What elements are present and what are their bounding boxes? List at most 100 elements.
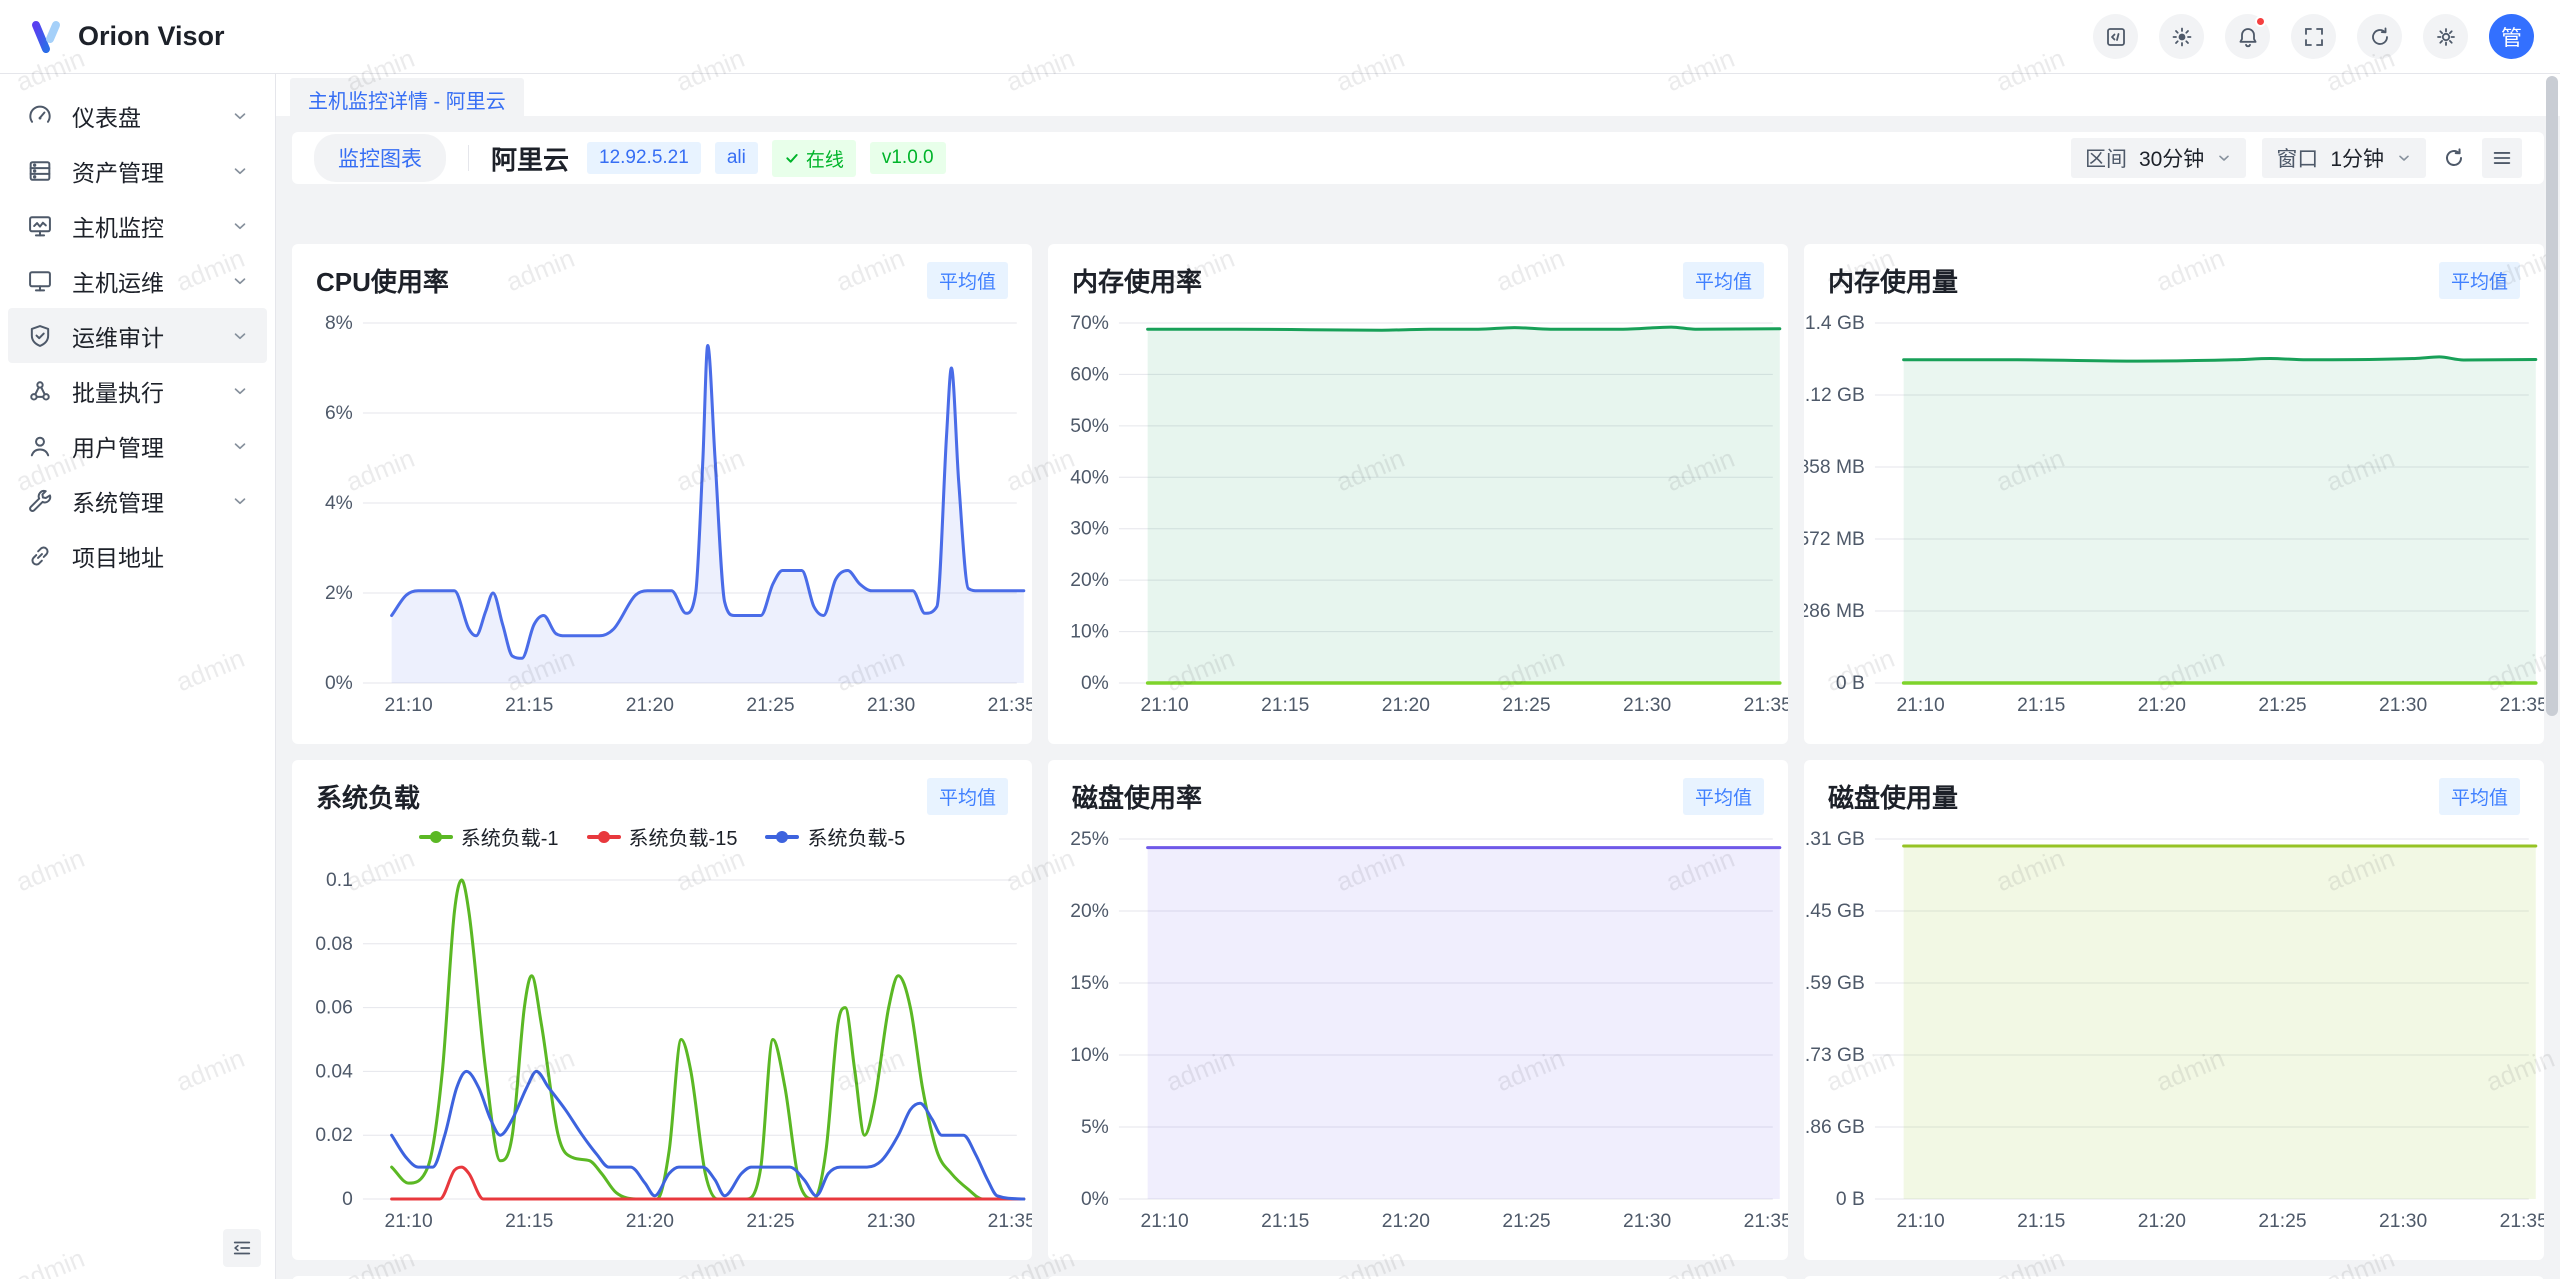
sidebar: 仪表盘资产管理主机监控主机运维运维审计批量执行用户管理系统管理项目地址: [0, 74, 276, 1279]
svg-text:21:30: 21:30: [1623, 1211, 1671, 1232]
chevron-down-icon: [231, 107, 249, 125]
svg-text:0.1: 0.1: [326, 870, 353, 891]
svg-text:1.86 GB: 1.86 GB: [1804, 1117, 1865, 1138]
svg-text:21:30: 21:30: [867, 1211, 915, 1232]
interval-value: 30分钟: [2139, 143, 2204, 173]
scrollbar-thumb[interactable]: [2546, 76, 2558, 716]
legend-item[interactable]: 系统负载-1: [419, 822, 559, 851]
svg-text:21:15: 21:15: [1261, 1211, 1309, 1232]
theme-sun-icon[interactable]: [2159, 14, 2204, 59]
dashboard-icon: [26, 102, 54, 130]
svg-text:20%: 20%: [1070, 901, 1109, 922]
chevron-down-icon: [231, 492, 249, 510]
svg-text:21:10: 21:10: [1140, 695, 1188, 716]
divider: [468, 145, 469, 171]
average-badge: 平均值: [2439, 778, 2520, 815]
chart-card-disk-amount: 磁盘使用量 平均值 0 B1.86 GB3.73 GB5.59 GB7.45 G…: [1804, 760, 2544, 1260]
chevron-down-icon: [231, 437, 249, 455]
legend-label: 系统负载-1: [461, 822, 559, 851]
chart-card-disk-rate: 磁盘使用率 平均值 0%5%10%15%20%25%21:1021:1521:2…: [1048, 760, 1788, 1260]
link-icon: [26, 542, 54, 570]
sidebar-menu: 仪表盘资产管理主机监控主机运维运维审计批量执行用户管理系统管理项目地址: [0, 88, 275, 583]
svg-text:0: 0: [342, 1189, 353, 1210]
svg-text:4%: 4%: [325, 493, 353, 514]
svg-text:1.4 GB: 1.4 GB: [1805, 313, 1865, 334]
sidebar-item-8[interactable]: 系统管理: [8, 473, 267, 528]
svg-text:0%: 0%: [1081, 1189, 1109, 1210]
fullscreen-icon[interactable]: [2291, 14, 2336, 59]
legend-item[interactable]: 系统负载-15: [587, 822, 738, 851]
audit-shield-icon: [26, 322, 54, 350]
svg-text:21:15: 21:15: [2017, 695, 2065, 716]
sidebar-item-2[interactable]: 资产管理: [8, 143, 267, 198]
svg-text:1.12 GB: 1.12 GB: [1804, 385, 1865, 406]
chevron-down-icon: [231, 217, 249, 235]
notification-dot: [2255, 16, 2266, 27]
svg-text:50%: 50%: [1070, 416, 1109, 437]
svg-text:5.59 GB: 5.59 GB: [1804, 973, 1865, 994]
sidebar-item-5[interactable]: 运维审计: [8, 308, 267, 363]
svg-text:21:25: 21:25: [2258, 695, 2306, 716]
svg-text:70%: 70%: [1070, 313, 1109, 334]
content: 监控图表 阿里云 12.92.5.21ali在线v1.0.0 区间 30分钟 窗…: [276, 116, 2560, 1279]
svg-text:21:30: 21:30: [867, 695, 915, 716]
tab-strip: 主机监控详情 - 阿里云: [276, 74, 2560, 116]
svg-text:21:25: 21:25: [746, 1211, 794, 1232]
sidebar-item-7[interactable]: 用户管理: [8, 418, 267, 473]
window-select[interactable]: 窗口 1分钟: [2262, 138, 2426, 178]
header-actions: 管: [2093, 14, 2534, 59]
svg-text:21:20: 21:20: [2138, 695, 2186, 716]
svg-text:21:35: 21:35: [2500, 1211, 2544, 1232]
host-badge: 12.92.5.21: [587, 142, 701, 174]
svg-text:21:30: 21:30: [1623, 695, 1671, 716]
svg-text:21:25: 21:25: [2258, 1211, 2306, 1232]
legend-item[interactable]: 系统负载-5: [765, 822, 905, 851]
sidebar-item-4[interactable]: 主机运维: [8, 253, 267, 308]
sidebar-item-9[interactable]: 项目地址: [8, 528, 267, 583]
svg-text:60%: 60%: [1070, 365, 1109, 386]
sidebar-item-3[interactable]: 主机监控: [8, 198, 267, 253]
svg-text:6%: 6%: [325, 403, 353, 424]
svg-text:21:20: 21:20: [1382, 695, 1430, 716]
tab-host-monitor-detail[interactable]: 主机监控详情 - 阿里云: [290, 78, 524, 121]
sidebar-item-label: 项目地址: [72, 539, 164, 573]
svg-text:0 B: 0 B: [1836, 673, 1865, 694]
chart-grid: CPU使用率 平均值 0% 2% 4% 6% 8% 21:10 21:15 21:20 21:2…: [292, 244, 2544, 1279]
refresh-charts-icon[interactable]: [2442, 146, 2466, 170]
code-square-icon[interactable]: [2093, 14, 2138, 59]
interval-select[interactable]: 区间 30分钟: [2071, 138, 2246, 178]
svg-text:0.02: 0.02: [315, 1125, 352, 1146]
refresh-icon[interactable]: [2357, 14, 2402, 59]
sidebar-item-6[interactable]: 批量执行: [8, 363, 267, 418]
notifications-bell-icon[interactable]: [2225, 14, 2270, 59]
svg-text:10%: 10%: [1070, 622, 1109, 643]
svg-text:8%: 8%: [325, 313, 353, 334]
sidebar-item-label: 运维审计: [72, 319, 164, 353]
chart-title: 系统负载: [316, 778, 420, 815]
sidebar-item-label: 资产管理: [72, 154, 164, 188]
user-avatar[interactable]: 管: [2489, 14, 2534, 59]
chart-list-menu-icon[interactable]: [2482, 138, 2522, 178]
window-value: 1分钟: [2330, 143, 2384, 173]
svg-text:21:10: 21:10: [1896, 1211, 1944, 1232]
collapse-sidebar-icon[interactable]: [223, 1229, 261, 1267]
svg-text:21:10: 21:10: [1896, 695, 1944, 716]
svg-text:286 MB: 286 MB: [1804, 601, 1865, 622]
svg-text:30%: 30%: [1070, 519, 1109, 540]
average-badge: 平均值: [2439, 262, 2520, 299]
average-badge: 平均值: [1683, 262, 1764, 299]
page-scrollbar: [2546, 76, 2558, 1276]
chart-card-memory-amount: 内存使用量 平均值 0 B286 MB572 MB858 MB1.12 GB1.…: [1804, 244, 2544, 744]
cpu-usage-chart: 0%2%4%6%8%21:1021:1521:2021:2521:3021:35: [292, 298, 1032, 738]
monitor-chart-button[interactable]: 监控图表: [314, 134, 446, 182]
disk-rate-chart: 0%5%10%15%20%25%21:1021:1521:2021:2521:3…: [1048, 814, 1788, 1254]
chart-title: CPU使用率: [316, 262, 449, 299]
chart-card-memory-rate: 内存使用率 平均值 0%10%20%30%40%50%60%70%21:1021…: [1048, 244, 1788, 744]
svg-text:21:35: 21:35: [1744, 695, 1788, 716]
sidebar-item-label: 仪表盘: [72, 99, 141, 133]
svg-text:21:25: 21:25: [746, 695, 794, 716]
legend-label: 系统负载-15: [629, 822, 738, 851]
sidebar-item-1[interactable]: 仪表盘: [8, 88, 267, 143]
settings-gear-icon[interactable]: [2423, 14, 2468, 59]
svg-text:2%: 2%: [325, 583, 353, 604]
